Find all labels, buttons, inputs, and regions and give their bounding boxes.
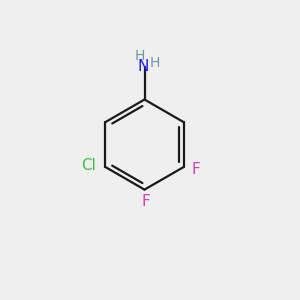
Text: H: H (149, 56, 160, 70)
Text: H: H (135, 49, 145, 63)
Text: N: N (138, 58, 149, 74)
Text: F: F (141, 194, 150, 209)
Text: F: F (192, 162, 201, 177)
Text: Cl: Cl (81, 158, 96, 173)
